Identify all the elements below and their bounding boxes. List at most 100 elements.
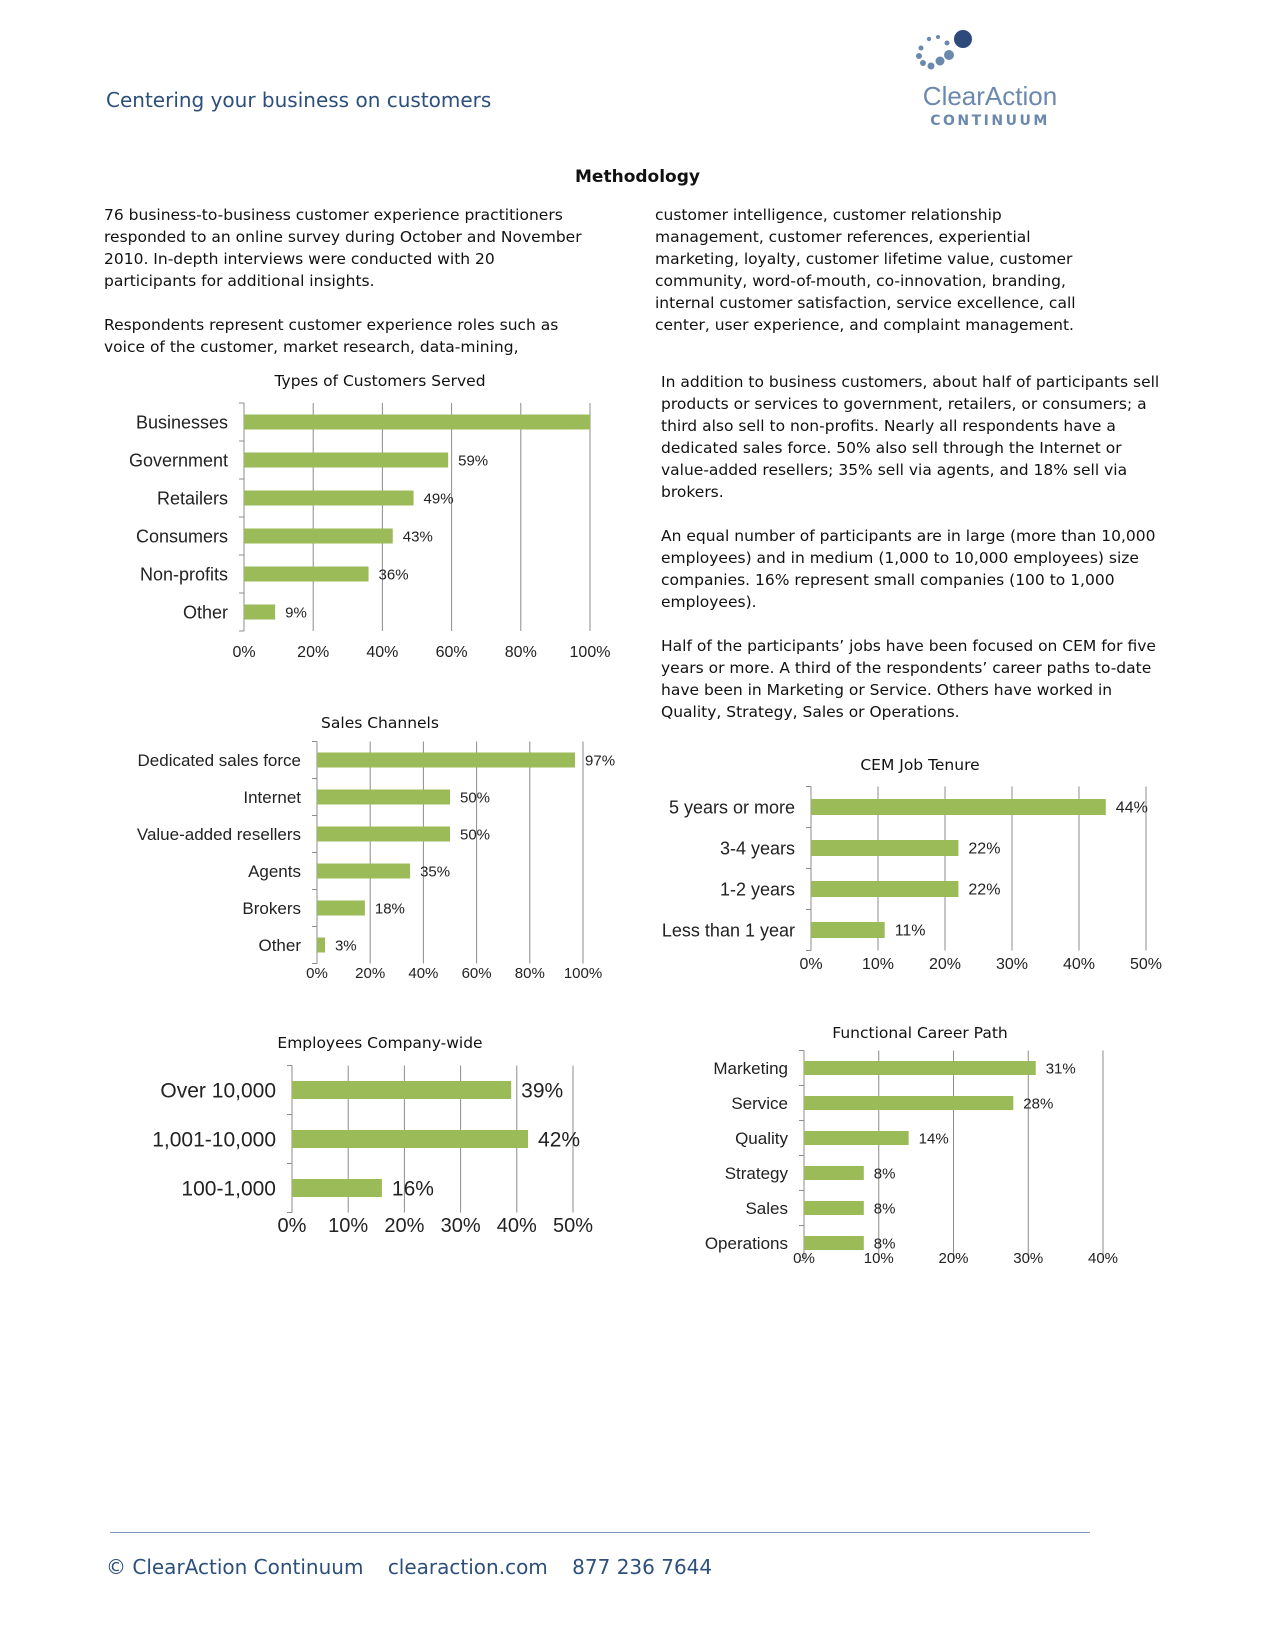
bar — [244, 604, 276, 620]
intro-column-2: customer intelligence, customer relation… — [655, 206, 1076, 334]
bar — [292, 1130, 529, 1148]
bar — [804, 1201, 864, 1215]
bar — [804, 1236, 864, 1250]
tick-label: 80% — [505, 644, 537, 661]
logo-dots-icon — [916, 30, 972, 70]
logo-dot — [936, 35, 940, 39]
category-label: Over 10,000 — [160, 1079, 276, 1102]
tick-label: 40% — [1088, 1250, 1118, 1267]
tick-label: 40% — [497, 1215, 537, 1237]
bar — [317, 826, 450, 842]
category-label: Agents — [248, 862, 301, 881]
tick-label: 20% — [938, 1250, 968, 1267]
tick-label: 30% — [996, 956, 1028, 973]
data-label: 8% — [874, 1165, 896, 1182]
logo-name: ClearAction — [922, 81, 1058, 111]
tick-label: 20% — [297, 644, 329, 661]
logo-dot — [944, 50, 954, 60]
tick-label: 30% — [441, 1215, 481, 1237]
data-label: 39% — [521, 1079, 563, 1102]
tick-label: 20% — [355, 965, 385, 982]
tick-label: 20% — [384, 1215, 424, 1237]
category-label: Dedicated sales force — [138, 751, 301, 770]
tick-label: 40% — [408, 965, 438, 982]
tick-label: 40% — [366, 644, 398, 661]
bar — [292, 1081, 512, 1099]
category-label: Quality — [735, 1129, 788, 1148]
category-label: Non-profits — [140, 564, 228, 584]
category-label: Consumers — [136, 526, 228, 546]
data-label: 42% — [538, 1128, 580, 1151]
category-label: Other — [183, 602, 228, 622]
finding-paragraph: Half of the participants’ jobs have been… — [661, 637, 1156, 721]
tick-label: 30% — [1013, 1250, 1043, 1267]
finding-paragraph: In addition to business customers, about… — [661, 373, 1160, 501]
tick-label: 100% — [570, 644, 611, 661]
category-label: 5 years or more — [669, 797, 795, 817]
clearaction-logo: ClearAction CONTINUUM — [905, 25, 1075, 135]
logo-subtitle: CONTINUUM — [930, 113, 1050, 129]
bar — [811, 881, 959, 897]
tick-label: 50% — [553, 1215, 593, 1237]
category-label: Retailers — [157, 488, 228, 508]
category-label: Service — [731, 1094, 788, 1113]
data-label: 11% — [895, 923, 926, 940]
bar — [317, 789, 450, 805]
category-label: Less than 1 year — [662, 920, 795, 940]
tick-label: 50% — [1130, 956, 1162, 973]
bar — [804, 1131, 909, 1145]
logo-dot-dark — [954, 30, 972, 48]
category-label: Value-added resellers — [137, 825, 301, 844]
bar — [804, 1061, 1036, 1075]
bar — [244, 452, 449, 468]
data-label: 44% — [1116, 800, 1148, 817]
logo-dot — [916, 53, 922, 59]
data-label: 9% — [285, 604, 307, 621]
footer-divider — [110, 1532, 1090, 1533]
bar — [317, 900, 365, 916]
data-label: 22% — [968, 882, 1000, 899]
data-label: 31% — [1046, 1060, 1076, 1077]
chart-title: Functional Career Path — [832, 1024, 1008, 1042]
chart-title: Sales Channels — [321, 714, 439, 732]
category-label: Other — [258, 936, 301, 955]
footer-copyright: © ClearAction Continuum — [106, 1555, 364, 1579]
category-label: Sales — [745, 1199, 788, 1218]
tick-label: 20% — [929, 956, 961, 973]
tick-label: 40% — [1063, 956, 1095, 973]
data-label: 50% — [460, 826, 490, 843]
bar — [292, 1179, 382, 1197]
category-label: 100-1,000 — [181, 1177, 276, 1200]
logo-dot — [944, 40, 950, 46]
bar — [244, 528, 393, 544]
intro-column-1: 76 business-to-business customer experie… — [104, 206, 582, 356]
tick-label: 0% — [232, 644, 255, 661]
bar — [804, 1166, 864, 1180]
category-label: Marketing — [713, 1059, 788, 1078]
data-label: 18% — [375, 900, 405, 917]
section-title: Methodology — [575, 167, 700, 187]
footer: © ClearAction Continuum clearaction.com … — [106, 1555, 730, 1579]
data-label: 43% — [403, 528, 433, 545]
tick-label: 0% — [799, 956, 822, 973]
category-label: 3-4 years — [720, 838, 795, 858]
data-label: 22% — [968, 841, 1000, 858]
bar — [244, 414, 590, 430]
category-label: Brokers — [242, 899, 301, 918]
footer-website[interactable]: clearaction.com — [387, 1555, 548, 1579]
chart-title: Types of Customers Served — [274, 372, 486, 390]
logo-dot — [920, 60, 926, 66]
bar — [317, 863, 411, 879]
category-label: 1-2 years — [720, 879, 795, 899]
header-tagline: Centering your business on customers — [106, 88, 492, 112]
bar — [244, 490, 414, 506]
bar — [811, 922, 885, 938]
data-label: 28% — [1023, 1095, 1053, 1112]
bar — [317, 937, 325, 953]
tick-label: 60% — [436, 644, 468, 661]
category-label: Strategy — [725, 1164, 789, 1183]
bar — [244, 566, 369, 582]
